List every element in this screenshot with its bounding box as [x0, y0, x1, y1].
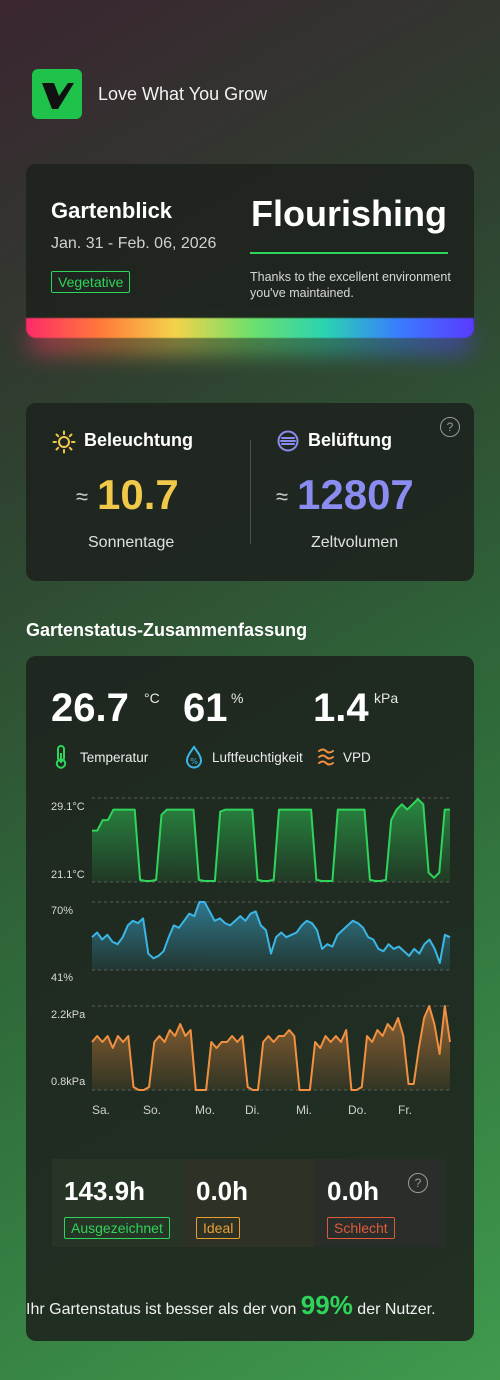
ideal-badge: Ideal	[196, 1217, 241, 1239]
vpd-min-tick: 0.8kPa	[51, 1076, 86, 1088]
day-label: Fr.	[398, 1103, 412, 1117]
app-logo	[32, 69, 82, 119]
garden-title: Gartenblick	[51, 198, 173, 223]
stage-badge: Vegetative	[51, 271, 131, 293]
day-label: Mo.	[195, 1103, 215, 1117]
svg-text:%: %	[190, 757, 198, 766]
temperature-line	[92, 798, 450, 882]
lighting-sub: Sonnentage	[88, 534, 175, 551]
summary-percent: 99%	[300, 1290, 353, 1320]
vpd-area	[92, 1006, 450, 1090]
humidity-label: Luftfeuchtigkeit	[212, 750, 303, 765]
summary-text-before: Ihr Gartenstatus ist besser als der von	[26, 1301, 297, 1318]
bad-cell: 0.0h Schlecht	[314, 1159, 445, 1247]
day-label: Mi.	[296, 1103, 312, 1117]
sun-icon	[52, 430, 76, 459]
status-message: Thanks to the excellent environment you'…	[250, 270, 451, 300]
hours-help-icon[interactable]: ?	[408, 1173, 428, 1193]
overview-card	[26, 164, 474, 334]
chart-series	[91, 797, 451, 1091]
humidity-max-tick: 70%	[51, 905, 73, 917]
humidity-drop-icon: %	[184, 745, 204, 774]
lighting-value: 10.7	[97, 471, 179, 518]
ventilation-label: Belüftung	[308, 430, 392, 450]
day-label: Sa.	[92, 1103, 110, 1117]
vpd-line	[91, 1005, 451, 1091]
temperature-value: 26.7	[51, 686, 129, 730]
comparison-summary: Ihr Gartenstatus ist besser als der von …	[26, 1290, 436, 1321]
status-heading: Flourishing	[251, 193, 447, 234]
ventilation-approx: ≈	[276, 484, 289, 509]
humidity-line	[91, 901, 451, 964]
environment-chart: 29.1°C 21.1°C 70% 41% 2.2kPa 0.8kPa Sa. S…	[51, 797, 451, 1117]
day-label: Do.	[348, 1103, 367, 1117]
temperature-min-tick: 21.1°C	[51, 869, 85, 881]
day-label: Di.	[245, 1103, 260, 1117]
ventilation-value: 12807	[297, 471, 414, 518]
ideal-hours: 0.0h	[196, 1176, 249, 1206]
excellent-badge: Ausgezeichnet	[64, 1217, 170, 1239]
temperature-max-tick: 29.1°C	[51, 801, 85, 813]
vpd-waves-icon	[317, 747, 335, 772]
humidity-unit: %	[231, 690, 244, 706]
lighting-label: Beleuchtung	[84, 430, 194, 450]
status-underline	[250, 252, 448, 254]
vpd-max-tick: 2.2kPa	[51, 1009, 86, 1021]
help-icon[interactable]: ?	[440, 417, 460, 437]
humidity-area	[92, 902, 450, 970]
ideal-cell: 0.0h Ideal	[182, 1159, 314, 1247]
excellent-cell: 143.9h Ausgezeichnet	[52, 1159, 182, 1247]
lighting-approx: ≈	[76, 484, 89, 509]
vpd-label: VPD	[343, 750, 371, 765]
temperature-unit: °C	[144, 690, 160, 706]
day-labels: Sa. So. Mo. Di. Mi. Do. Fr.	[92, 1103, 412, 1117]
day-label: So.	[143, 1103, 161, 1117]
humidity-value: 61	[183, 686, 228, 730]
humidity-min-tick: 41%	[51, 972, 73, 984]
section-title: Gartenstatus-Zusammenfassung	[26, 620, 308, 640]
excellent-hours: 143.9h	[64, 1176, 145, 1206]
vpd-value: 1.4	[313, 686, 369, 730]
rainbow-bar	[26, 318, 474, 338]
ventilation-icon	[277, 430, 299, 457]
hours-box: 143.9h Ausgezeichnet 0.0h Ideal 0.0h Sch…	[52, 1159, 445, 1247]
stats-divider	[250, 440, 251, 544]
temperature-area	[92, 799, 450, 882]
ventilation-sub: Zeltvolumen	[311, 534, 399, 551]
brand-tagline: Love What You Grow	[98, 84, 268, 104]
thermometer-icon	[54, 745, 68, 774]
summary-text-after: der Nutzer.	[357, 1301, 436, 1318]
date-range: Jan. 31 - Feb. 06, 2026	[51, 235, 217, 252]
temperature-label: Temperatur	[80, 750, 149, 765]
bad-badge: Schlecht	[327, 1217, 395, 1239]
vpd-unit: kPa	[374, 690, 399, 706]
bad-hours: 0.0h	[327, 1176, 380, 1206]
